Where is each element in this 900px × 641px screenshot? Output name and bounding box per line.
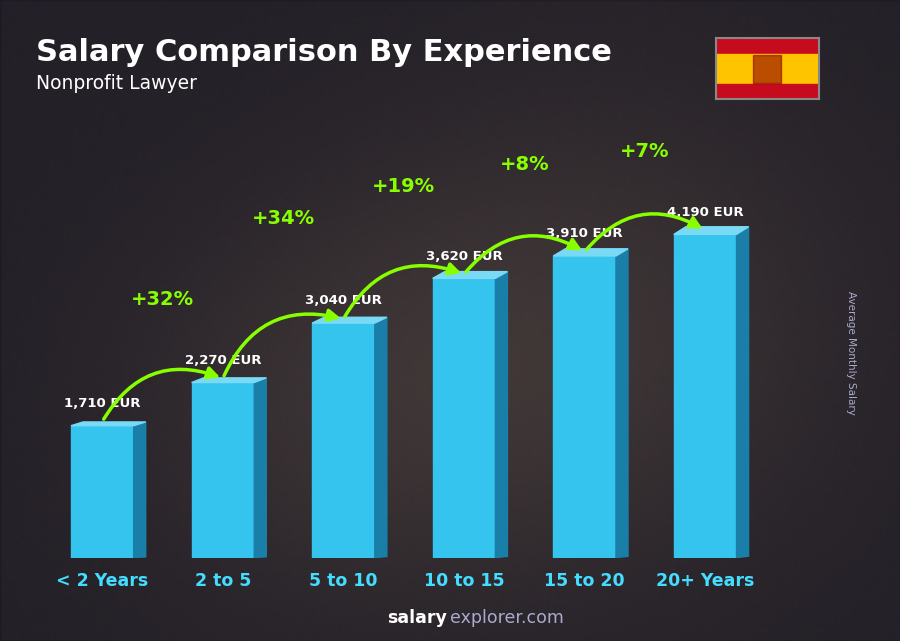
Polygon shape xyxy=(554,249,628,256)
Text: 3,910 EUR: 3,910 EUR xyxy=(546,227,623,240)
Polygon shape xyxy=(433,272,508,278)
Text: Average Monthly Salary: Average Monthly Salary xyxy=(845,290,856,415)
Text: 3,620 EUR: 3,620 EUR xyxy=(426,249,502,263)
Bar xyxy=(433,278,495,558)
Text: 4,190 EUR: 4,190 EUR xyxy=(667,206,743,219)
Bar xyxy=(716,54,819,84)
Text: 1,710 EUR: 1,710 EUR xyxy=(64,397,140,410)
Text: +34%: +34% xyxy=(252,210,315,228)
Text: 2,270 EUR: 2,270 EUR xyxy=(184,354,261,367)
Text: +32%: +32% xyxy=(131,290,194,309)
Bar xyxy=(71,426,134,558)
Bar xyxy=(716,38,819,54)
Polygon shape xyxy=(374,317,387,558)
Polygon shape xyxy=(254,378,266,558)
Text: +8%: +8% xyxy=(500,155,549,174)
Bar xyxy=(716,84,819,99)
Polygon shape xyxy=(134,422,146,558)
Polygon shape xyxy=(71,422,146,426)
Polygon shape xyxy=(674,227,749,235)
Polygon shape xyxy=(495,272,508,558)
Polygon shape xyxy=(312,317,387,323)
Text: 3,040 EUR: 3,040 EUR xyxy=(305,294,382,307)
Bar xyxy=(192,383,254,558)
Bar xyxy=(312,323,374,558)
Text: +7%: +7% xyxy=(620,142,670,160)
Text: explorer.com: explorer.com xyxy=(450,609,564,627)
Text: salary: salary xyxy=(387,609,447,627)
Bar xyxy=(674,235,736,558)
Text: +19%: +19% xyxy=(373,177,436,196)
Text: Salary Comparison By Experience: Salary Comparison By Experience xyxy=(36,38,612,67)
Text: Nonprofit Lawyer: Nonprofit Lawyer xyxy=(36,74,197,93)
Bar xyxy=(554,256,616,558)
Bar xyxy=(753,55,781,83)
Polygon shape xyxy=(616,249,628,558)
Polygon shape xyxy=(736,227,749,558)
Polygon shape xyxy=(192,378,266,383)
